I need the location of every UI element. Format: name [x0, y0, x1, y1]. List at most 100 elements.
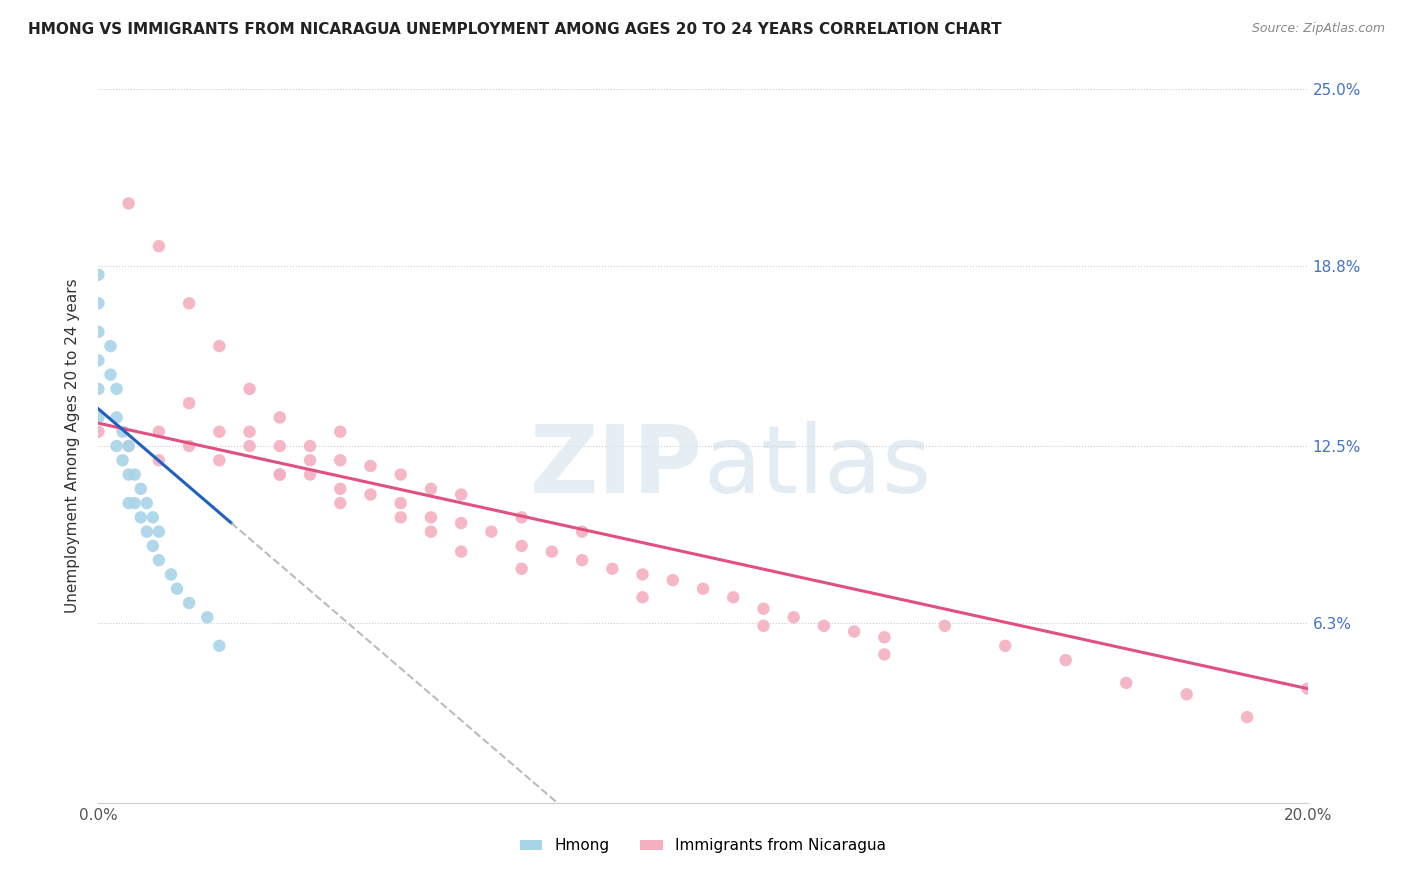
Point [208, 639, 231, 653]
Point [111, 453, 134, 467]
Point [129, 482, 152, 496]
Point [148, 553, 170, 567]
Point [329, 425, 352, 439]
Point [783, 610, 806, 624]
Point [844, 624, 866, 639]
Point [994, 639, 1017, 653]
Point [389, 496, 412, 510]
Point [450, 516, 472, 530]
Point [195, 610, 218, 624]
Point [510, 510, 533, 524]
Point [269, 439, 291, 453]
Point [299, 439, 322, 453]
Point [269, 467, 291, 482]
Point [208, 425, 231, 439]
Point [208, 453, 231, 467]
Point [873, 648, 896, 662]
Point [269, 410, 291, 425]
Point [631, 591, 654, 605]
Point [510, 539, 533, 553]
Point [571, 553, 593, 567]
Point [179, 296, 201, 310]
Point [87, 410, 110, 425]
Point [179, 596, 201, 610]
Point [481, 524, 503, 539]
Point [269, 467, 291, 482]
Point [934, 619, 956, 633]
Point [118, 196, 141, 211]
Point [329, 496, 352, 510]
Point [148, 524, 170, 539]
Point [179, 396, 201, 410]
Point [87, 353, 110, 368]
Point [148, 425, 170, 439]
Point [118, 496, 141, 510]
Point [179, 439, 201, 453]
Point [329, 453, 352, 467]
Point [105, 382, 128, 396]
Point [118, 439, 141, 453]
Point [389, 467, 412, 482]
Point [100, 368, 122, 382]
Point [142, 539, 165, 553]
Point [208, 339, 231, 353]
Point [239, 382, 262, 396]
Point [105, 439, 128, 453]
Point [299, 467, 322, 482]
Point [87, 296, 110, 310]
Point [360, 458, 382, 473]
Point [87, 425, 110, 439]
Text: atlas: atlas [703, 421, 931, 514]
Point [723, 591, 745, 605]
Point [540, 544, 562, 558]
Point [87, 382, 110, 396]
Text: ZIP: ZIP [530, 421, 703, 514]
Text: Source: ZipAtlas.com: Source: ZipAtlas.com [1251, 22, 1385, 36]
Point [105, 410, 128, 425]
Point [118, 439, 141, 453]
Point [1054, 653, 1077, 667]
Point [631, 567, 654, 582]
Point [135, 524, 157, 539]
Point [299, 453, 322, 467]
Point [420, 524, 443, 539]
Point [100, 339, 122, 353]
Point [135, 496, 157, 510]
Point [752, 619, 775, 633]
Point [142, 510, 165, 524]
Point [148, 239, 170, 253]
Point [661, 573, 683, 587]
Point [602, 562, 624, 576]
Point [420, 482, 443, 496]
Point [813, 619, 835, 633]
Point [450, 544, 472, 558]
Y-axis label: Unemployment Among Ages 20 to 24 years: Unemployment Among Ages 20 to 24 years [65, 278, 80, 614]
Point [239, 439, 262, 453]
Point [389, 510, 412, 524]
Point [450, 487, 472, 501]
Point [148, 453, 170, 467]
Point [1296, 681, 1319, 696]
Point [87, 25, 110, 39]
Point [692, 582, 714, 596]
Text: HMONG VS IMMIGRANTS FROM NICARAGUA UNEMPLOYMENT AMONG AGES 20 TO 24 YEARS CORREL: HMONG VS IMMIGRANTS FROM NICARAGUA UNEMP… [28, 22, 1001, 37]
Point [111, 425, 134, 439]
Point [124, 496, 146, 510]
Point [1115, 676, 1137, 690]
Point [129, 510, 152, 524]
Point [118, 467, 141, 482]
Point [87, 325, 110, 339]
Legend: Hmong, Immigrants from Nicaragua: Hmong, Immigrants from Nicaragua [513, 832, 893, 859]
Point [329, 482, 352, 496]
Point [420, 510, 443, 524]
Point [166, 582, 188, 596]
Point [124, 467, 146, 482]
Point [87, 268, 110, 282]
Point [1236, 710, 1258, 724]
Point [510, 562, 533, 576]
Point [752, 601, 775, 615]
Point [873, 630, 896, 644]
Point [1175, 687, 1198, 701]
Point [571, 524, 593, 539]
Point [239, 425, 262, 439]
